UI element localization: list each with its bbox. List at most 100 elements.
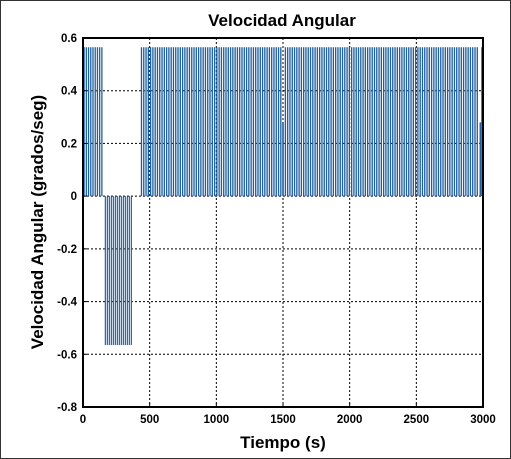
bar-16 bbox=[118, 196, 120, 346]
bar-113 bbox=[348, 47, 351, 197]
y-tick-labels: 0.6 0.4 0.2 0 -0.2 -0.4 -0.6 -0.8 bbox=[57, 33, 87, 414]
bar-99 bbox=[316, 47, 319, 197]
bar-94 bbox=[305, 47, 307, 197]
y-tick-label-2: 0.2 bbox=[61, 138, 77, 150]
bar-74 bbox=[257, 47, 259, 197]
bar-135 bbox=[398, 47, 401, 197]
bar-0 bbox=[83, 47, 85, 197]
bar-18 bbox=[122, 196, 124, 346]
bar-35 bbox=[168, 47, 170, 197]
bar-1 bbox=[85, 47, 87, 197]
bar-34 bbox=[165, 47, 168, 197]
bar-21 bbox=[128, 196, 130, 346]
bar-82 bbox=[275, 47, 277, 197]
bar-148 bbox=[428, 47, 430, 197]
bar-104 bbox=[328, 47, 330, 197]
bar-58 bbox=[220, 47, 223, 197]
bar-153 bbox=[440, 47, 442, 197]
bar-37 bbox=[172, 47, 175, 197]
bar-112 bbox=[346, 47, 348, 197]
bar-166 bbox=[469, 47, 472, 197]
bar-32 bbox=[161, 47, 163, 197]
x-axis-label: Tiempo (s) bbox=[240, 433, 326, 452]
x-tick-labels: 0 500 1000 1500 2000 2500 3000 bbox=[80, 403, 496, 426]
bar-83 bbox=[277, 47, 280, 197]
bar-111 bbox=[344, 47, 346, 197]
bar-127 bbox=[380, 47, 383, 197]
x-tick-label-6: 3000 bbox=[470, 414, 496, 426]
bar-102 bbox=[323, 47, 325, 197]
bar-172 bbox=[479, 122, 482, 197]
bar-115 bbox=[353, 47, 355, 197]
bar-64 bbox=[234, 47, 236, 197]
bar-26 bbox=[147, 47, 149, 197]
bar-95 bbox=[307, 47, 309, 197]
bar-23 bbox=[140, 47, 143, 197]
bar-121 bbox=[366, 47, 369, 197]
bar-55 bbox=[213, 47, 216, 197]
bar-75 bbox=[259, 47, 261, 197]
bar-126 bbox=[378, 47, 380, 197]
bar-66 bbox=[239, 47, 241, 197]
bar-141 bbox=[412, 47, 414, 197]
bar-19 bbox=[124, 196, 126, 346]
y-axis-label: Velocidad Angular (grados/seg) bbox=[28, 95, 47, 349]
bar-159 bbox=[453, 47, 456, 197]
bar-41 bbox=[181, 47, 184, 197]
bar-71 bbox=[250, 47, 252, 197]
bar-12 bbox=[110, 196, 112, 346]
bar-136 bbox=[401, 47, 403, 197]
y-tick-label-7: -0.8 bbox=[57, 402, 77, 414]
bar-164 bbox=[465, 47, 467, 197]
bar-36 bbox=[170, 47, 172, 197]
bar-143 bbox=[417, 47, 419, 197]
bar-86 bbox=[287, 47, 289, 197]
bar-77 bbox=[264, 47, 266, 197]
bar-67 bbox=[241, 47, 243, 197]
x-tick-label-1: 500 bbox=[140, 414, 159, 426]
bar-132 bbox=[392, 47, 394, 197]
bar-2 bbox=[87, 47, 90, 197]
bar-155 bbox=[444, 47, 446, 197]
x-tick-label-2: 1000 bbox=[204, 414, 230, 426]
bar-38 bbox=[175, 47, 177, 197]
bar-124 bbox=[373, 47, 376, 197]
bar-59 bbox=[223, 47, 225, 197]
bar-69 bbox=[245, 47, 248, 197]
bar-10 bbox=[106, 196, 108, 346]
bar-92 bbox=[300, 47, 303, 197]
bar-107 bbox=[334, 47, 337, 197]
bar-25 bbox=[145, 47, 147, 197]
x-tick-label-5: 2500 bbox=[404, 414, 430, 426]
bar-49 bbox=[200, 47, 202, 197]
bar-160 bbox=[456, 47, 458, 197]
x-tick-label-0: 0 bbox=[80, 414, 86, 426]
bar-31 bbox=[159, 47, 161, 197]
bar-129 bbox=[385, 47, 387, 197]
y-tick-label-3: 0 bbox=[71, 191, 77, 203]
bar-161 bbox=[458, 47, 460, 197]
bar-63 bbox=[232, 47, 234, 197]
bar-27 bbox=[149, 47, 152, 197]
bar-134 bbox=[396, 47, 398, 197]
bar-146 bbox=[424, 47, 426, 197]
bar-171 bbox=[282, 122, 284, 197]
bar-110 bbox=[341, 47, 344, 197]
bar-89 bbox=[293, 47, 296, 197]
bar-98 bbox=[314, 47, 316, 197]
bar-131 bbox=[389, 47, 392, 197]
bar-116 bbox=[355, 47, 357, 197]
bar-162 bbox=[460, 47, 462, 197]
bar-54 bbox=[211, 47, 213, 197]
bar-39 bbox=[177, 47, 179, 197]
bar-79 bbox=[268, 47, 271, 197]
bar-96 bbox=[309, 47, 312, 197]
bar-128 bbox=[382, 47, 385, 197]
bar-5 bbox=[94, 47, 96, 197]
bar-163 bbox=[462, 47, 465, 197]
bar-81 bbox=[273, 47, 275, 197]
bar-139 bbox=[408, 47, 410, 197]
bar-105 bbox=[330, 47, 332, 197]
bar-157 bbox=[449, 47, 451, 197]
